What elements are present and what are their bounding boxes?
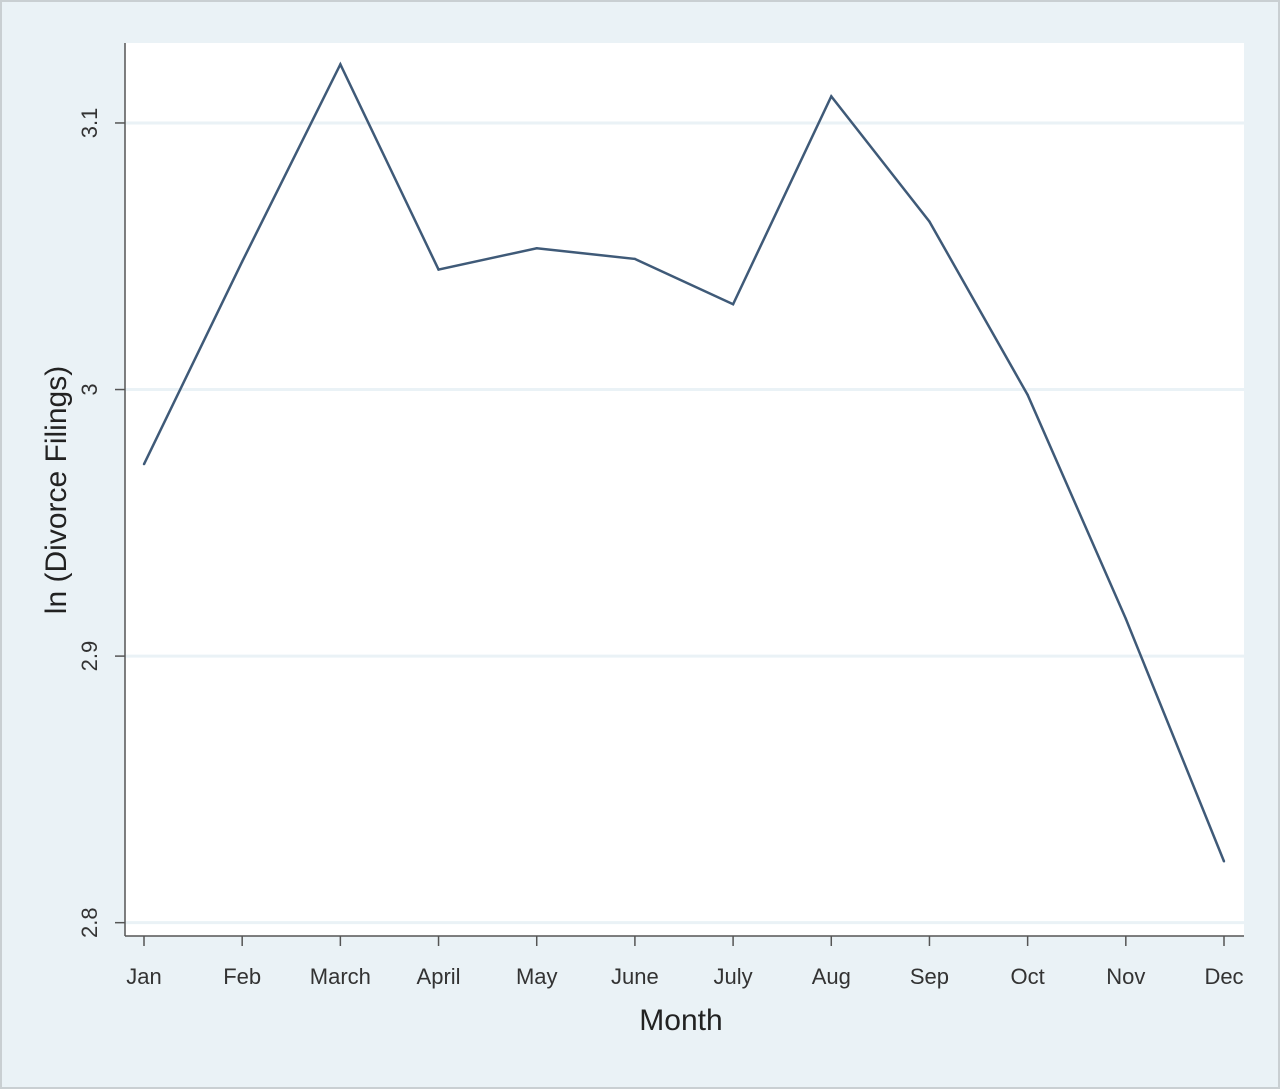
plot-area xyxy=(125,43,1244,936)
data-point-nov xyxy=(1124,617,1128,620)
x-tick-label: July xyxy=(714,964,753,989)
y-tick-label: 3 xyxy=(77,383,102,395)
x-tick-label: Dec xyxy=(1204,964,1243,989)
x-tick-label: Oct xyxy=(1011,964,1045,989)
x-tick-label: Feb xyxy=(223,964,261,989)
data-point-june xyxy=(633,257,637,261)
data-point-march xyxy=(339,63,342,66)
series-layer xyxy=(142,61,1226,863)
x-tick-label: Sep xyxy=(910,964,949,989)
data-point-oct xyxy=(1026,393,1029,397)
data-point-may xyxy=(535,247,538,250)
x-tick-label: March xyxy=(310,964,371,989)
gridlines xyxy=(125,121,1244,925)
data-point-feb xyxy=(240,260,244,263)
series-line xyxy=(142,61,1226,862)
data-point-sep xyxy=(928,220,931,223)
data-point-aug xyxy=(830,95,833,98)
data-point-dec xyxy=(1222,860,1226,863)
axes xyxy=(124,43,1244,937)
x-tick-label: Jan xyxy=(126,964,161,989)
x-tick-label: Nov xyxy=(1106,964,1145,989)
ticks: 2.8 2.9 3 3.1 Jan Feb March April May June July Aug… xyxy=(77,108,1244,989)
x-axis-title: Month xyxy=(639,1004,722,1037)
data-point-july xyxy=(731,303,735,306)
x-tick-label: Aug xyxy=(812,964,851,989)
data-point-jan xyxy=(142,462,146,466)
data-point-april xyxy=(437,268,440,271)
x-tick-label: April xyxy=(417,964,461,989)
y-axis-title: ln (Divorce Filings) xyxy=(40,366,73,614)
y-tick-label: 3.1 xyxy=(77,108,102,139)
y-tick-label: 2.9 xyxy=(77,641,102,672)
x-tick-label: June xyxy=(611,964,659,989)
y-tick-label: 2.8 xyxy=(77,907,102,938)
x-tick-label: May xyxy=(516,964,558,989)
